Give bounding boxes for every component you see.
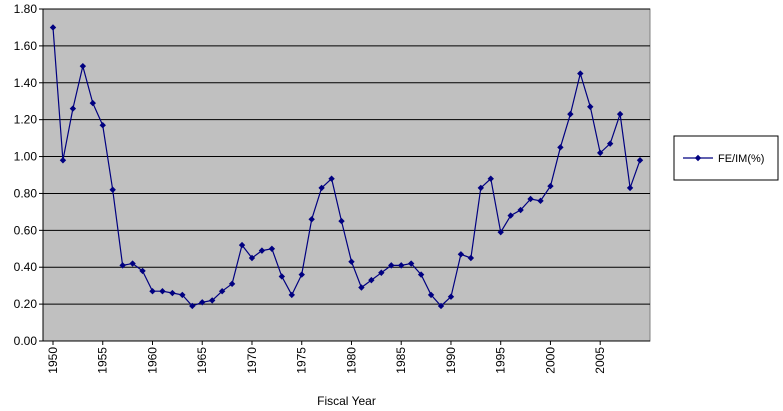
data-point-marker xyxy=(109,186,116,193)
x-axis-ticks: 1950 1955 1960 1965 1970 1975 1980 1985 1990 1995… xyxy=(46,341,607,374)
data-point-marker xyxy=(417,271,425,278)
gridlines xyxy=(43,8,650,342)
data-point-marker xyxy=(268,245,276,252)
data-point-marker xyxy=(497,228,504,236)
data-point-marker xyxy=(348,258,355,265)
legend: FE/IM(%) xyxy=(673,135,779,181)
data-point-marker xyxy=(328,175,335,182)
data-point-marker xyxy=(517,206,524,214)
data-point-marker xyxy=(378,269,385,276)
y-tick-label: 0.00 xyxy=(14,334,38,348)
data-point-marker xyxy=(587,103,594,110)
data-point-marker xyxy=(547,182,554,190)
data-point-marker xyxy=(477,184,485,192)
data-point-marker xyxy=(427,291,435,299)
data-point-marker xyxy=(398,262,405,269)
data-point-marker xyxy=(218,288,226,295)
x-axis-title: Fiscal Year xyxy=(317,394,376,408)
x-tick-label: 1985 xyxy=(394,347,408,374)
data-point-marker xyxy=(606,140,614,147)
data-point-marker xyxy=(597,149,604,157)
data-point-marker xyxy=(298,271,305,278)
data-point-marker xyxy=(616,110,624,118)
y-tick-label: 1.40 xyxy=(14,76,38,90)
y-axis-ticks: 0.00 0.20 0.40 0.60 0.80 1.00 1.20 1.40 1.60 1.80 xyxy=(14,2,43,348)
data-point-marker xyxy=(626,184,634,192)
data-point-marker xyxy=(69,105,77,112)
data-point-marker xyxy=(169,289,176,297)
x-tick-label: 1965 xyxy=(195,347,209,374)
data-point-marker xyxy=(636,157,644,164)
data-point-marker xyxy=(208,297,216,304)
axes xyxy=(42,9,650,342)
data-point-marker xyxy=(199,299,206,306)
data-point-marker xyxy=(358,284,365,291)
data-point-marker xyxy=(139,267,146,275)
y-tick-label: 1.80 xyxy=(14,2,38,16)
legend-label: FE/IM(%) xyxy=(718,153,764,165)
data-point-marker xyxy=(258,247,266,254)
data-point-marker xyxy=(407,260,415,267)
x-tick-label: 2005 xyxy=(593,347,607,374)
data-point-marker xyxy=(228,280,236,288)
data-point-marker xyxy=(149,288,156,295)
data-point-marker xyxy=(248,254,256,262)
data-point-marker xyxy=(368,276,375,284)
data-point-marker xyxy=(159,288,166,295)
series-line xyxy=(52,27,641,307)
x-tick-label: 1995 xyxy=(494,347,508,374)
data-point-marker xyxy=(437,302,445,310)
x-tick-label: 1970 xyxy=(245,347,259,374)
plot-area xyxy=(42,8,651,342)
x-tick-label: 1975 xyxy=(295,347,309,374)
x-tick-label: 1990 xyxy=(444,347,458,374)
y-tick-label: 1.60 xyxy=(14,39,38,53)
data-point-marker xyxy=(388,262,395,269)
data-point-marker xyxy=(79,62,87,70)
data-point-marker xyxy=(308,216,315,223)
data-point-marker xyxy=(338,217,345,225)
data-point-marker xyxy=(557,144,564,151)
data-point-marker xyxy=(537,197,544,205)
x-tick-label: 1980 xyxy=(344,347,358,374)
data-point-marker xyxy=(238,241,246,249)
data-point-marker xyxy=(129,260,136,267)
data-point-marker xyxy=(318,184,325,192)
data-point-marker xyxy=(59,157,67,164)
data-point-marker xyxy=(447,293,455,300)
series-layer xyxy=(49,24,644,310)
data-point-marker xyxy=(577,70,584,77)
x-tick-label: 1950 xyxy=(46,347,60,374)
y-tick-label: 0.40 xyxy=(14,260,38,274)
x-tick-label: 1955 xyxy=(96,347,110,374)
data-point-marker xyxy=(179,291,186,299)
data-point-marker xyxy=(467,254,475,262)
data-point-marker xyxy=(457,251,465,258)
data-point-marker xyxy=(119,262,126,269)
data-point-marker xyxy=(487,175,494,182)
data-point-marker xyxy=(527,195,534,203)
data-point-marker xyxy=(567,110,574,118)
data-point-marker xyxy=(89,99,96,107)
y-tick-label: 1.20 xyxy=(14,113,38,127)
data-point-marker xyxy=(189,302,196,310)
legend-diamond-marker xyxy=(694,154,702,162)
data-point-marker xyxy=(49,24,57,31)
y-tick-label: 0.60 xyxy=(14,223,38,237)
data-point-marker xyxy=(278,273,286,280)
y-tick-label: 0.80 xyxy=(14,186,38,200)
y-tick-label: 0.20 xyxy=(14,297,38,311)
x-tick-label: 2000 xyxy=(543,347,557,374)
data-point-marker xyxy=(288,291,295,299)
data-point-marker xyxy=(99,122,106,129)
y-tick-label: 1.00 xyxy=(14,150,38,164)
x-tick-label: 1960 xyxy=(145,347,159,374)
data-point-marker xyxy=(507,212,514,219)
